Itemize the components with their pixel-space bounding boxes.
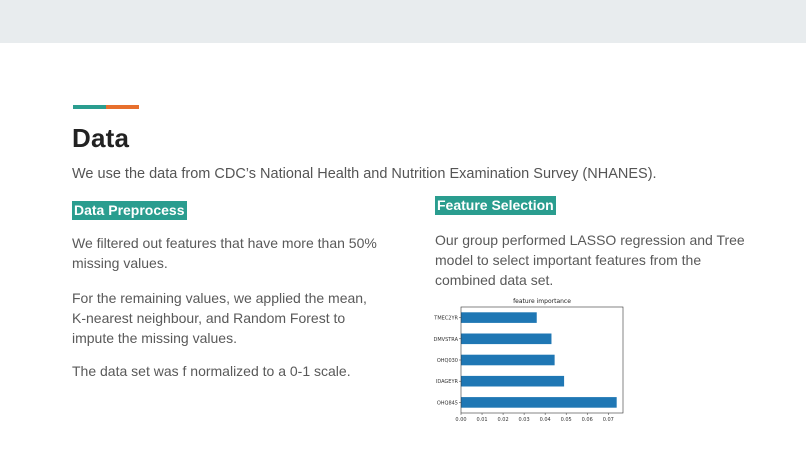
preprocess-paragraph-3: The data set was f normalized to a 0-1 s… — [72, 363, 351, 379]
preprocess-paragraph-1: We filtered out features that have more … — [72, 235, 377, 271]
intro-text: We use the data from CDC’s National Heal… — [72, 166, 657, 182]
x-tick-label: 0.01 — [476, 417, 487, 423]
x-tick-label: 0.03 — [519, 417, 530, 423]
data-preprocess-heading: Data Preprocess — [72, 201, 187, 220]
bar — [461, 333, 552, 345]
chart-title: feature importance — [513, 298, 571, 305]
y-tick-label: OHQ030 — [437, 358, 458, 364]
feature-importance-chart: feature importance TMEC2YR DMVSTRA OHQ030 ID… — [420, 295, 640, 425]
title-accent-bar — [73, 105, 139, 109]
bar — [461, 375, 565, 387]
bar — [461, 354, 555, 366]
y-tick-label: IDAGEYR — [436, 379, 459, 385]
x-tick-label: 0.00 — [455, 417, 466, 423]
x-tick-label: 0.02 — [498, 417, 509, 423]
x-tick-label: 0.07 — [603, 417, 614, 423]
slide-title: Data — [72, 123, 130, 153]
feature-selection-heading: Feature Selection — [435, 196, 556, 215]
x-tick-label: 0.05 — [561, 417, 572, 423]
bar — [461, 397, 617, 408]
preprocess-paragraph-2: For the remaining values, we applied the… — [72, 290, 367, 346]
feature-selection-paragraph: Our group performed LASSO regression and… — [435, 232, 745, 288]
x-tick-label: 0.06 — [582, 417, 593, 423]
top-band — [0, 0, 806, 43]
bar — [461, 312, 537, 323]
y-tick-label: TMEC2YR — [433, 316, 458, 322]
y-tick-label: OHQ845 — [437, 400, 458, 406]
plot-frame — [460, 306, 624, 414]
x-tick-label: 0.04 — [540, 417, 551, 423]
y-tick-label: DMVSTRA — [433, 337, 458, 343]
